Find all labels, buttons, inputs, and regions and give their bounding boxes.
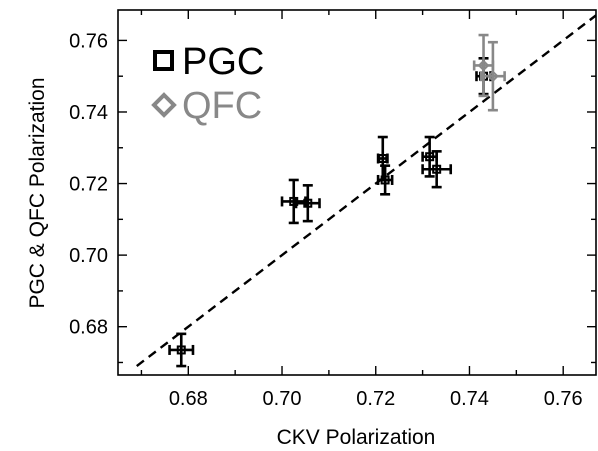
pgc-marker (378, 154, 388, 164)
y-tick-label: 0.76 (69, 30, 108, 52)
qfc-point (472, 33, 495, 98)
x-tick-label: 0.74 (450, 388, 489, 410)
x-tick-label: 0.68 (169, 388, 208, 410)
y-tick-labels: 0.68 0.70 0.72 0.74 0.76 (69, 30, 108, 338)
pgc-marker (425, 152, 435, 162)
pgc-marker (303, 198, 313, 208)
y-tick-label: 0.72 (69, 174, 108, 196)
x-tick-label: 0.76 (544, 388, 583, 410)
axis-ticks (118, 10, 596, 375)
pgc-point (421, 150, 453, 189)
x-tick-label: 0.72 (356, 388, 395, 410)
pgc-point (376, 164, 394, 196)
x-tick-label: 0.70 (263, 388, 302, 410)
qfc-point (479, 40, 506, 112)
x-tick-labels: 0.68 0.70 0.72 0.74 0.76 (169, 388, 583, 410)
pgc-marker (432, 164, 442, 174)
data-points (168, 33, 506, 368)
qfc-marker (486, 70, 499, 83)
y-tick-label: 0.68 (69, 317, 108, 339)
pgc-point (168, 332, 195, 368)
y-axis-title: PGC & QFC Polarization (26, 77, 49, 308)
plot-frame (117, 9, 597, 376)
legend-pgc-marker (153, 50, 174, 71)
legend-qfc-marker (151, 92, 177, 118)
legend-pgc-label: PGC (182, 41, 264, 83)
qfc-marker (477, 59, 490, 72)
x-axis-title: CKV Polarization (277, 426, 436, 449)
pgc-point (280, 178, 307, 225)
y-tick-label: 0.70 (69, 245, 108, 267)
reference-line-path (136, 14, 597, 368)
reference-line (136, 14, 597, 368)
pgc-marker (380, 175, 390, 185)
legend: PGC QFC (151, 41, 264, 127)
pgc-point (294, 184, 321, 223)
legend-qfc-label: QFC (182, 85, 262, 127)
pgc-marker (176, 345, 186, 355)
y-tick-label: 0.74 (69, 102, 108, 124)
